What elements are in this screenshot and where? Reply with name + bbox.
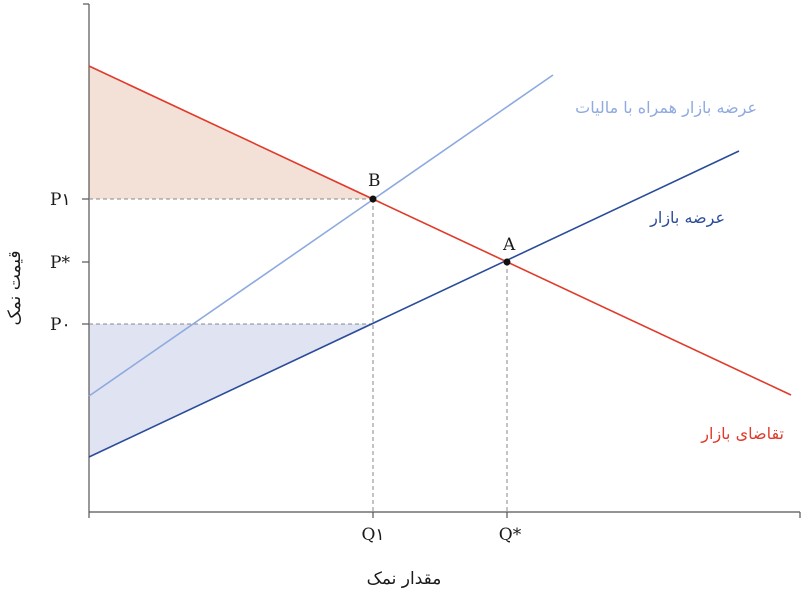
point-a-marker <box>503 258 511 266</box>
demand-curve <box>88 65 792 396</box>
point-a-label: A <box>502 235 516 255</box>
x-tick-label-q1: Q۱ <box>361 525 384 545</box>
y-tick-label-p-star: P* <box>50 253 70 273</box>
supply-with-tax-curve <box>88 74 554 397</box>
y-tick-label-p0: P۰ <box>50 315 71 335</box>
x-axis-title: مقدار نمک <box>367 569 442 589</box>
y-axis-title: قیمت نمک <box>5 251 25 326</box>
supply-curve <box>88 150 740 458</box>
point-b-marker <box>369 195 377 203</box>
y-tick-label-p1: P۱ <box>50 190 71 210</box>
demand-label: تقاضای بازار <box>700 424 784 444</box>
point-b-label: B <box>368 171 381 191</box>
supply-with-tax-label: عرضه بازار همراه با مالیات <box>575 98 757 118</box>
x-tick-label-q-star: Q* <box>499 525 522 545</box>
supply-label: عرضه بازار <box>649 208 725 228</box>
